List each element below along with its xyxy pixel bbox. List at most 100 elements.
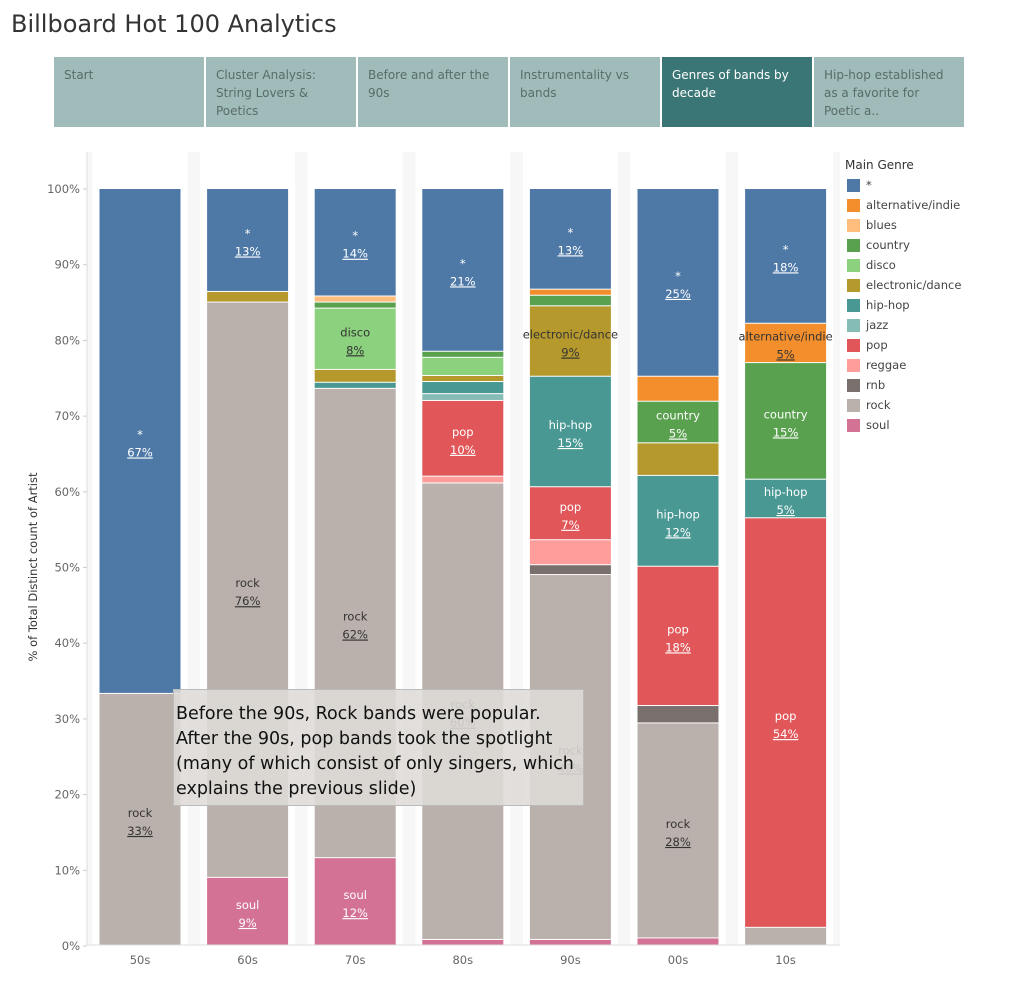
y-tick-label: 70%	[54, 409, 80, 423]
segment-percent-label: 12%	[665, 525, 691, 539]
legend-label: *	[866, 178, 872, 192]
segment-percent-label: 13%	[235, 244, 261, 258]
y-tick-label: 30%	[54, 712, 80, 726]
y-tick-label: 20%	[54, 788, 80, 802]
bar-segment	[422, 382, 504, 394]
bar-segment	[745, 927, 827, 945]
segment-percent-label: 25%	[665, 287, 691, 301]
legend-item[interactable]: hip-hop	[845, 295, 961, 315]
segment-percent-label: 21%	[450, 274, 476, 288]
legend-label: soul	[866, 418, 890, 432]
bar-segment	[637, 443, 719, 475]
legend-item[interactable]: rock	[845, 395, 961, 415]
bar-segment	[422, 400, 504, 476]
segment-genre-label: *	[460, 256, 466, 270]
segment-genre-label: country	[764, 407, 808, 421]
bar-segment	[745, 323, 827, 363]
legend-item[interactable]: country	[845, 235, 961, 255]
legend-item[interactable]: blues	[845, 215, 961, 235]
bar-segment	[314, 858, 396, 945]
bar-segment	[637, 566, 719, 706]
bar-segment	[422, 476, 504, 483]
bar-segment	[314, 189, 396, 296]
y-tick-label: 10%	[54, 863, 80, 877]
legend-item[interactable]: pop	[845, 335, 961, 355]
bar-segment	[745, 518, 827, 927]
segment-percent-label: 15%	[773, 425, 799, 439]
bar-segment	[529, 540, 611, 565]
legend-swatch	[847, 238, 860, 252]
legend-item[interactable]: *	[845, 175, 961, 195]
segment-percent-label: 62%	[342, 628, 368, 642]
segment-percent-label: 12%	[342, 906, 368, 920]
bar-segment	[99, 693, 181, 945]
story-point-6[interactable]: Hip-hop established as a favorite for Po…	[814, 57, 964, 127]
legend-item[interactable]: disco	[845, 255, 961, 275]
legend-label: rock	[866, 398, 891, 412]
bar-segment	[529, 939, 611, 945]
legend-item[interactable]: rnb	[845, 375, 961, 395]
legend-swatch	[847, 218, 860, 232]
bar-segment	[637, 376, 719, 401]
bar-segment	[529, 376, 611, 487]
segment-genre-label: disco	[340, 325, 370, 339]
segment-percent-label: 5%	[669, 427, 687, 441]
segment-genre-label: *	[675, 269, 681, 283]
legend-item[interactable]: jazz	[845, 315, 961, 335]
dashboard-title: Billboard Hot 100 Analytics	[11, 10, 337, 38]
story-point-3[interactable]: Before and after the 90s	[358, 57, 508, 127]
legend-label: hip-hop	[866, 298, 910, 312]
bar-segment	[637, 189, 719, 376]
y-tick-label: 80%	[54, 333, 80, 347]
legend-swatch	[847, 358, 860, 372]
story-point-5[interactable]: Genres of bands by decade	[662, 57, 812, 127]
bar-segment	[529, 565, 611, 575]
x-tick-label: 60s	[237, 953, 258, 967]
legend-swatch	[847, 198, 860, 212]
segment-percent-label: 18%	[665, 640, 691, 654]
story-point-4[interactable]: Instrumentality vs bands	[510, 57, 660, 127]
segment-genre-label: *	[568, 225, 574, 239]
segment-genre-label: pop	[667, 622, 689, 636]
segment-genre-label: hip-hop	[549, 418, 593, 432]
segment-genre-label: soul	[343, 888, 367, 902]
segment-percent-label: 5%	[776, 503, 794, 517]
segment-percent-label: 8%	[346, 343, 364, 357]
legend-item[interactable]: reggae	[845, 355, 961, 375]
legend-item[interactable]: alternative/indie	[845, 195, 961, 215]
legend-item[interactable]: electronic/dance	[845, 275, 961, 295]
bar-segment	[529, 189, 611, 289]
y-tick-label: 50%	[54, 561, 80, 575]
x-tick-label: 70s	[345, 953, 366, 967]
y-tick-label: 90%	[54, 258, 80, 272]
legend-swatch	[847, 398, 860, 412]
x-tick-label: 10s	[775, 953, 796, 967]
segment-percent-label: 18%	[773, 260, 799, 274]
annotation-caption[interactable]: Before the 90s, Rock bands were popular.…	[173, 689, 584, 806]
segment-percent-label: 9%	[238, 916, 256, 930]
story-point-2[interactable]: Cluster Analysis: String Lovers & Poetic…	[206, 57, 356, 127]
legend-label: alternative/indie	[866, 198, 961, 212]
bar-segment	[637, 938, 719, 945]
segment-genre-label: hip-hop	[656, 507, 700, 521]
legend-label: electronic/dance	[866, 278, 962, 292]
segment-percent-label: 15%	[558, 436, 584, 450]
bar-segment	[314, 369, 396, 382]
legend-label: jazz	[866, 318, 889, 332]
bar-segment	[745, 189, 827, 323]
legend-item[interactable]: soul	[845, 415, 961, 435]
story-navigator: Start Cluster Analysis: String Lovers & P…	[54, 57, 964, 127]
bar-segment	[637, 475, 719, 566]
segment-percent-label: 28%	[665, 835, 691, 849]
bar-segment	[529, 306, 611, 376]
x-tick-label: 00s	[668, 953, 689, 967]
legend-label: reggae	[866, 358, 907, 372]
bar-segment	[529, 289, 611, 295]
segment-genre-label: *	[783, 242, 789, 256]
story-point-1[interactable]: Start	[54, 57, 204, 127]
legend-title: Main Genre	[845, 158, 914, 172]
legend-label: country	[866, 238, 910, 252]
segment-genre-label: pop	[560, 500, 582, 514]
segment-percent-label: 5%	[776, 347, 794, 361]
